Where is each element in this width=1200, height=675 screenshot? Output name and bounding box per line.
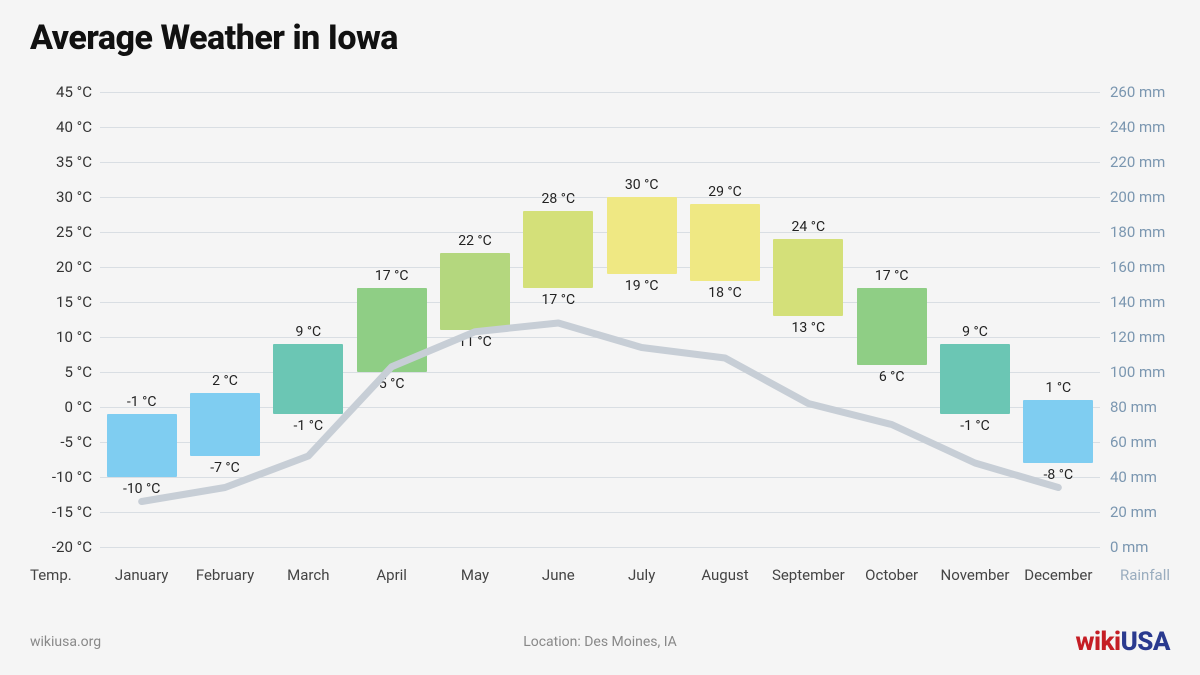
temp-axis-tick: -15 °C [32, 503, 92, 521]
month-label: March [287, 566, 329, 584]
grid-line [100, 302, 1100, 303]
bar-high-label: 17 °C [875, 268, 909, 284]
bar-low-label: 11 °C [458, 334, 492, 350]
grid-line [100, 92, 1100, 93]
temp-bar [273, 344, 343, 414]
bar-high-label: 22 °C [458, 233, 492, 249]
month-label: June [542, 566, 575, 584]
temp-bar [523, 211, 593, 288]
temp-axis-tick: 10 °C [32, 328, 92, 346]
bar-high-label: 28 °C [542, 191, 576, 207]
bar-high-label: 24 °C [792, 219, 826, 235]
rain-axis-tick: 20 mm [1110, 503, 1190, 521]
month-label: May [461, 566, 489, 584]
logo-part2: USA [1121, 627, 1170, 657]
month-label: August [701, 566, 748, 584]
month-label: July [628, 566, 655, 584]
rain-axis-tick: 180 mm [1110, 223, 1190, 241]
chart-title: Average Weather in Iowa [30, 18, 398, 58]
temp-axis-tick: 40 °C [32, 118, 92, 136]
grid-line [100, 477, 1100, 478]
bar-low-label: -8 °C [1044, 467, 1074, 483]
bar-high-label: 17 °C [375, 268, 409, 284]
temp-bar [773, 239, 843, 316]
rain-axis-tick: 120 mm [1110, 328, 1190, 346]
grid-line [100, 197, 1100, 198]
grid-line [100, 232, 1100, 233]
temp-axis-tick: 20 °C [32, 258, 92, 276]
chart-plot-area: -1 °C -10 °C 2 °C -7 °C 9 °C -1 °C 17 °C 5 °C 22… [100, 92, 1100, 547]
bar-low-label: 19 °C [625, 278, 659, 294]
month-label: November [941, 566, 1010, 584]
right-axis-name: Rainfall [1120, 566, 1170, 584]
rain-axis-tick: 140 mm [1110, 293, 1190, 311]
month-label: October [865, 566, 918, 584]
month-label: December [1024, 566, 1092, 584]
bar-high-label: 30 °C [625, 177, 659, 193]
temp-bar [857, 288, 927, 365]
temp-axis-tick: -5 °C [32, 433, 92, 451]
bar-high-label: 1 °C [1045, 380, 1071, 396]
bar-low-label: 18 °C [708, 285, 742, 301]
wikiusa-logo: wikiUSA [1075, 627, 1170, 657]
grid-line [100, 162, 1100, 163]
temp-axis-tick: 15 °C [32, 293, 92, 311]
source-label: wikiusa.org [30, 634, 101, 650]
left-axis-name: Temp. [30, 566, 72, 584]
rain-axis-tick: 240 mm [1110, 118, 1190, 136]
temp-bar [940, 344, 1010, 414]
month-label: April [376, 566, 407, 584]
temp-bar [107, 414, 177, 477]
month-label: February [196, 566, 254, 584]
bar-low-label: 13 °C [792, 320, 826, 336]
bar-high-label: 2 °C [212, 373, 238, 389]
bar-low-label: 17 °C [542, 292, 576, 308]
rainfall-line [100, 92, 1100, 547]
bar-low-label: -1 °C [960, 418, 990, 434]
location-label: Location: Des Moines, IA [523, 634, 677, 650]
rain-axis-tick: 160 mm [1110, 258, 1190, 276]
month-label: September [772, 566, 845, 584]
rain-axis-tick: 80 mm [1110, 398, 1190, 416]
temp-axis-tick: 45 °C [32, 83, 92, 101]
month-label: January [115, 566, 168, 584]
grid-line [100, 337, 1100, 338]
temp-axis-tick: 35 °C [32, 153, 92, 171]
bar-high-label: 29 °C [708, 184, 742, 200]
temp-bar [190, 393, 260, 456]
bar-low-label: 5 °C [379, 376, 405, 392]
rain-axis-tick: 220 mm [1110, 153, 1190, 171]
bar-low-label: 6 °C [879, 369, 905, 385]
temp-bar [690, 204, 760, 281]
rain-axis-tick: 60 mm [1110, 433, 1190, 451]
bar-low-label: -10 °C [123, 481, 160, 497]
rain-axis-tick: 0 mm [1110, 538, 1190, 556]
bar-high-label: 9 °C [962, 324, 988, 340]
rain-axis-tick: 260 mm [1110, 83, 1190, 101]
bar-high-label: 9 °C [295, 324, 321, 340]
temp-bar [1023, 400, 1093, 463]
temp-axis-tick: 30 °C [32, 188, 92, 206]
rain-axis-tick: 200 mm [1110, 188, 1190, 206]
bar-low-label: -7 °C [210, 460, 240, 476]
rain-axis-tick: 40 mm [1110, 468, 1190, 486]
temp-axis-tick: -20 °C [32, 538, 92, 556]
rain-axis-tick: 100 mm [1110, 363, 1190, 381]
grid-line [100, 547, 1100, 548]
temp-bar [440, 253, 510, 330]
grid-line [100, 512, 1100, 513]
temp-bar [607, 197, 677, 274]
temp-axis-tick: 25 °C [32, 223, 92, 241]
logo-part1: wiki [1075, 627, 1120, 657]
temp-bar [357, 288, 427, 372]
grid-line [100, 267, 1100, 268]
temp-axis-tick: 5 °C [32, 363, 92, 381]
bar-high-label: -1 °C [127, 394, 157, 410]
grid-line [100, 127, 1100, 128]
temp-axis-tick: -10 °C [32, 468, 92, 486]
temp-axis-tick: 0 °C [32, 398, 92, 416]
bar-low-label: -1 °C [294, 418, 324, 434]
